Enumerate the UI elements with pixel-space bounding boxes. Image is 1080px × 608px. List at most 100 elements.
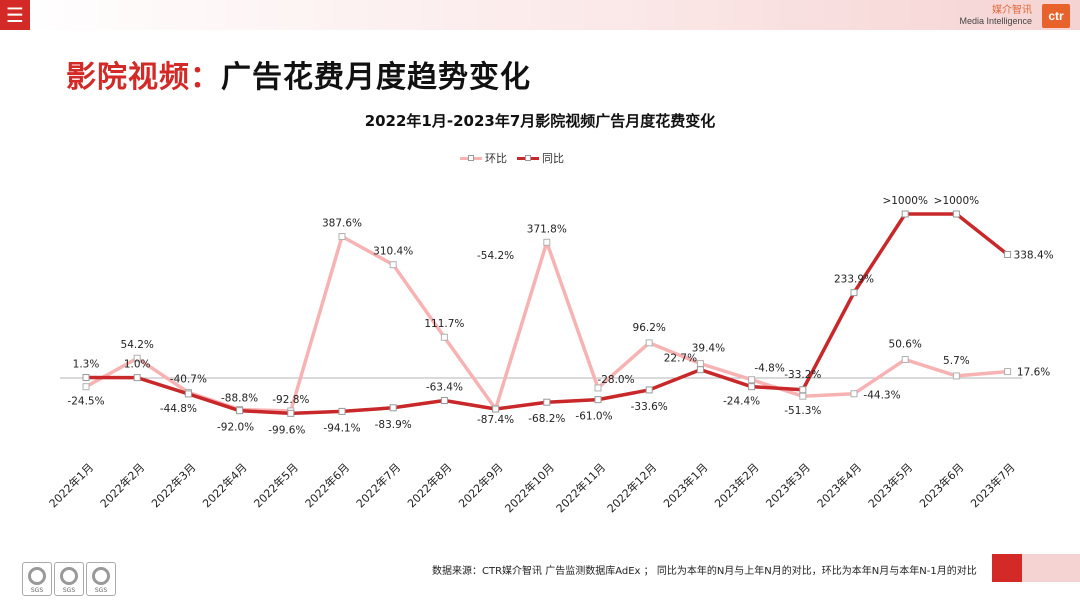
brand-name-cn: 媒介智讯 [992,5,1032,16]
data-label-huanbi: -87.4% [477,414,514,426]
data-point [440,397,448,405]
data-point [696,360,704,368]
data-point [82,383,90,391]
page-title-accent: 影院视频： [66,60,221,95]
data-label-tongbi: >1000% [934,195,980,207]
legend-swatch-tongbi [517,153,539,163]
x-tick-label: 2023年5月 [865,460,915,510]
data-point [287,409,295,417]
data-label-huanbi: -88.8% [221,393,258,405]
legend-item-huanbi: 环比 [460,150,507,166]
sgs-cert-badge: SGS [54,562,84,596]
series-line-huanbi [85,234,1008,413]
data-label-tongbi: 22.7% [664,353,697,365]
data-label-tongbi: -54.2% [477,250,514,262]
legend-label-tongbi: 同比 [542,152,564,165]
brand-name-en: Media Intelligence [959,15,1032,26]
data-label-tongbi: -61.0% [575,411,612,423]
x-tick-label: 2022年11月 [553,460,608,515]
data-label-huanbi: 5.7% [943,355,970,367]
data-point [1004,368,1012,376]
x-tick-label: 2023年6月 [916,460,966,510]
data-point [645,339,653,347]
data-point [748,376,756,384]
x-tick-label: 2022年9月 [456,460,506,510]
data-label-huanbi: 17.6% [1017,367,1050,379]
data-label-huanbi: 111.7% [424,318,464,330]
data-label-tongbi: -24.4% [723,396,760,408]
data-point [133,354,141,362]
x-tick-label: 2022年7月 [353,460,403,510]
data-point [799,392,807,400]
data-point [952,210,960,218]
x-tick-label: 2022年10月 [502,460,557,515]
data-source-note: 数据来源：CTR媒介智讯 广告监测数据库AdEx ； 同比为本年的N月与上年N月… [432,566,977,577]
data-label-huanbi: 371.8% [527,223,567,235]
certification-badges: SGS SGS SGS [22,562,116,596]
data-point [338,407,346,415]
x-tick-label: 2023年1月 [660,460,710,510]
data-point [696,366,704,374]
ctr-logo: ctr [1042,4,1070,28]
data-point [901,210,909,218]
data-label-huanbi: -4.8% [754,363,784,375]
data-label-tongbi: -94.1% [323,422,360,434]
data-label-tongbi: -44.8% [160,403,197,415]
data-point [236,407,244,415]
data-label-tongbi: -33.2% [784,369,821,381]
top-bar: ☰ 媒介智讯 Media Intelligence ctr [0,0,1080,30]
x-tick-label: 2022年4月 [200,460,250,510]
data-label-huanbi: 387.6% [322,218,362,230]
data-point [594,384,602,392]
data-point [748,383,756,391]
menu-icon[interactable]: ☰ [0,0,30,30]
x-tick-label: 2022年6月 [302,460,352,510]
page-title: 影院视频：广告花费月度趋势变化 [66,52,531,96]
data-point [901,356,909,364]
data-point [389,404,397,412]
data-label-tongbi: 1.0% [124,359,151,371]
data-label-tongbi: >1000% [882,195,928,207]
chart-title: 2022年1月-2023年7月影院视频广告月度花费变化 [364,112,716,130]
data-label-tongbi: -83.9% [375,419,412,431]
data-label-tongbi: -33.6% [631,401,668,413]
data-label-tongbi: 233.9% [834,274,874,286]
sgs-cert-badge: SGS [86,562,116,596]
data-label-huanbi: 54.2% [121,339,154,351]
brand: 媒介智讯 Media Intelligence [959,5,1032,26]
data-label-tongbi: 1.3% [73,359,100,371]
data-label-huanbi: 310.4% [373,246,413,258]
data-label-tongbi: 338.4% [1014,249,1054,261]
data-point [594,396,602,404]
x-tick-label: 2023年7月 [968,460,1018,510]
x-tick-label: 2023年3月 [763,460,813,510]
data-point [184,390,192,398]
footer-accent-block-light [1022,554,1080,582]
data-label-huanbi: -44.3% [863,390,900,402]
data-point [338,233,346,241]
x-tick-label: 2022年12月 [604,460,659,515]
data-point [133,374,141,382]
data-point [799,386,807,394]
data-point [492,405,500,413]
chart-legend: 环比 同比 [460,150,564,166]
data-label-huanbi: -40.7% [170,373,207,385]
footer-accent-block [992,554,1022,582]
data-point [82,374,90,382]
data-label-huanbi: -51.3% [784,405,821,417]
data-label-huanbi: -24.5% [67,396,104,408]
data-point [389,261,397,269]
data-point [952,372,960,380]
x-tick-label: 2022年8月 [404,460,454,510]
data-label-tongbi: -63.4% [426,382,463,394]
data-point [1004,250,1012,258]
data-label-huanbi: 96.2% [633,322,666,334]
x-tick-label: 2023年2月 [712,460,762,510]
x-tick-label: 2022年2月 [97,460,147,510]
data-label-tongbi: -68.2% [528,413,565,425]
x-tick-label: 2023年4月 [814,460,864,510]
x-tick-label: 2022年5月 [251,460,301,510]
legend-item-tongbi: 同比 [517,150,564,166]
data-label-huanbi: -92.8% [272,394,309,406]
